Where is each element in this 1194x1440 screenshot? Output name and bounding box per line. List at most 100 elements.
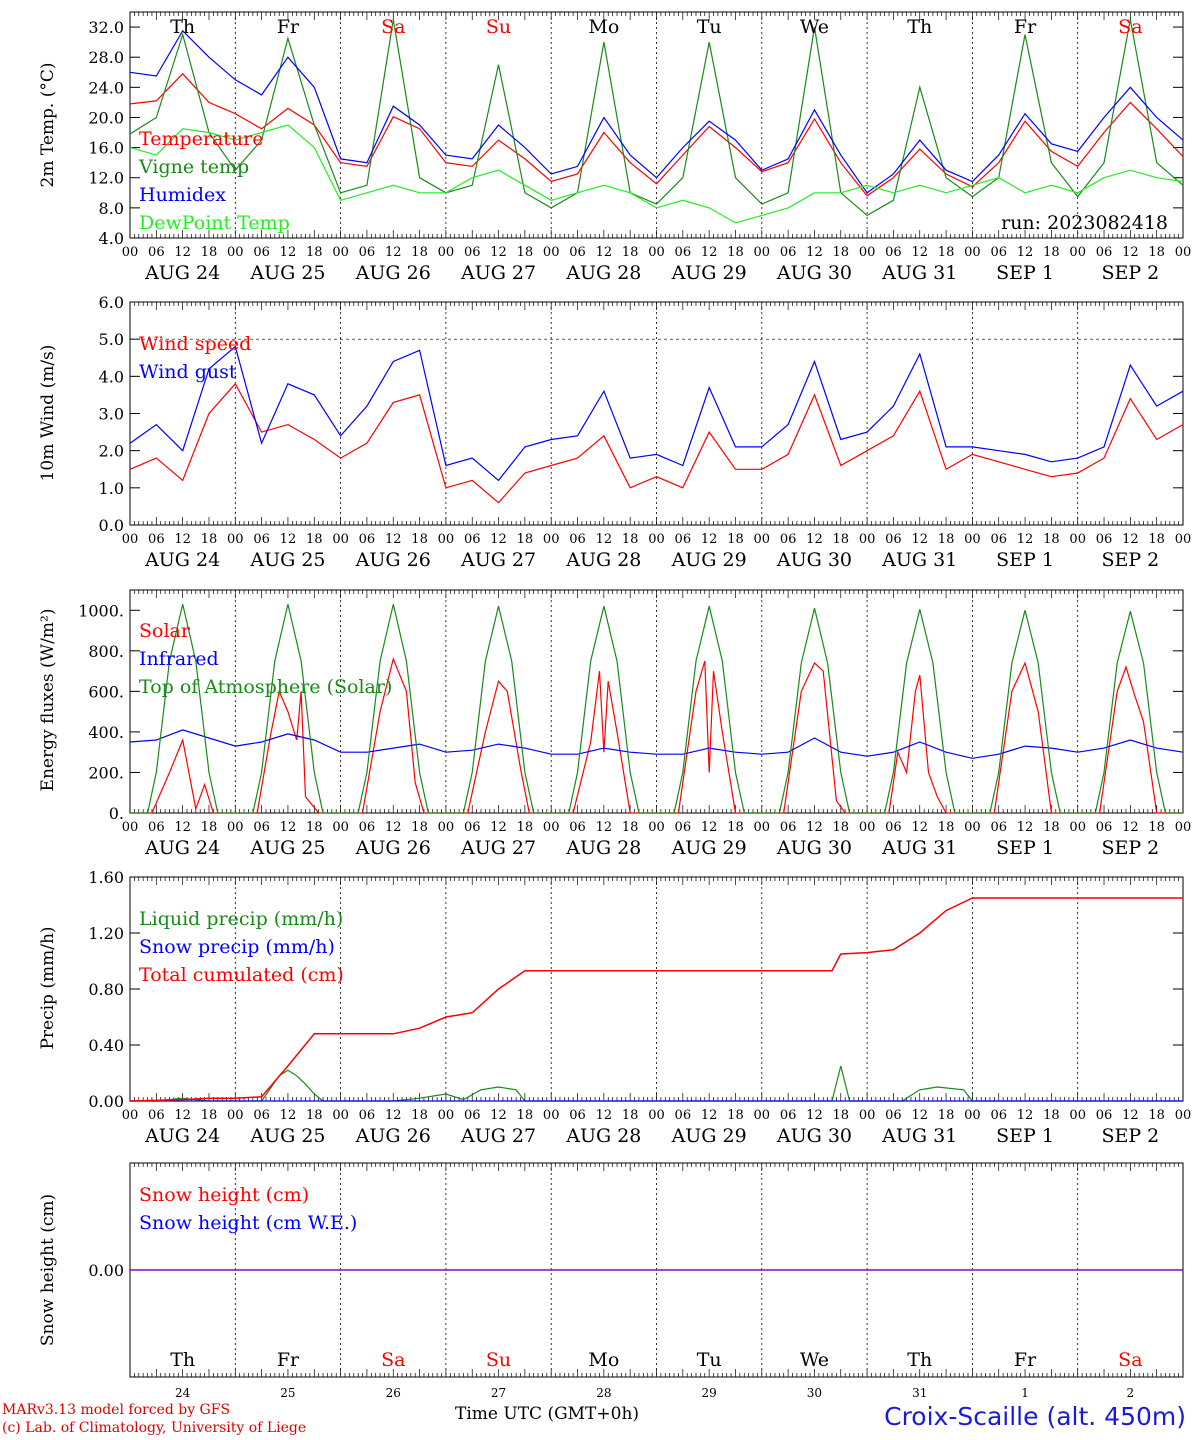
day-of-week-label: Sa xyxy=(381,1349,405,1371)
series-line-wind-gust xyxy=(129,345,1184,482)
legend-snow-precip-mm-h-: Snow precip (mm/h) xyxy=(139,936,335,958)
hour-tick-label: 12 xyxy=(911,532,928,547)
hour-tick-label: 18 xyxy=(833,532,850,547)
day-of-month-label: 2 xyxy=(1127,1386,1135,1400)
hour-tick-label: 06 xyxy=(780,245,797,260)
date-label: AUG 30 xyxy=(776,549,852,571)
hour-tick-label: 18 xyxy=(833,1108,850,1123)
hour-tick-label: 18 xyxy=(938,1108,955,1123)
date-label: AUG 25 xyxy=(249,1125,325,1147)
date-label: AUG 29 xyxy=(671,1125,747,1147)
hour-tick-label: 00 xyxy=(648,245,665,260)
hour-tick-label: 18 xyxy=(938,245,955,260)
day-of-month-label: 30 xyxy=(807,1386,822,1400)
hour-tick-label: 18 xyxy=(411,820,428,835)
y-tick-label: 1.0 xyxy=(99,479,124,498)
day-of-week-label: Su xyxy=(486,1349,511,1371)
hour-tick-label: 00 xyxy=(122,532,139,547)
y-tick-label: 8.0 xyxy=(99,199,124,218)
hour-tick-label: 12 xyxy=(280,1108,297,1123)
hour-tick-label: 18 xyxy=(306,245,323,260)
hour-tick-label: 00 xyxy=(227,1108,244,1123)
legend-dewpoint-temp: DewPoint Temp xyxy=(139,212,290,234)
hour-tick-label: 00 xyxy=(543,820,560,835)
hour-tick-label: 18 xyxy=(1148,245,1165,260)
y-tick-label: 0.0 xyxy=(99,516,124,535)
hour-tick-label: 18 xyxy=(727,820,744,835)
hour-tick-label: 00 xyxy=(859,245,876,260)
day-of-week-label: Fr xyxy=(277,1349,300,1371)
y-tick-label: 800. xyxy=(88,642,124,661)
hour-tick-label: 06 xyxy=(1096,820,1113,835)
hour-tick-label: 06 xyxy=(990,245,1007,260)
hour-tick-label: 00 xyxy=(332,245,349,260)
hour-tick-label: 06 xyxy=(148,245,165,260)
hour-tick-label: 12 xyxy=(596,820,613,835)
hour-tick-label: 06 xyxy=(253,532,270,547)
y-axis-label: Energy fluxes (W/m²) xyxy=(38,609,58,792)
hour-tick-label: 12 xyxy=(701,245,718,260)
hour-tick-label: 12 xyxy=(596,532,613,547)
date-label: AUG 28 xyxy=(565,837,641,859)
day-of-month-label: 27 xyxy=(491,1386,506,1400)
hour-tick-label: 18 xyxy=(517,820,534,835)
date-label: AUG 30 xyxy=(776,837,852,859)
hour-tick-label: 00 xyxy=(1175,1108,1192,1123)
hour-tick-label: 12 xyxy=(1122,1108,1139,1123)
time-axis-label: Time UTC (GMT+0h) xyxy=(455,1404,640,1424)
hour-tick-label: 18 xyxy=(517,532,534,547)
hour-tick-label: 06 xyxy=(885,532,902,547)
hour-tick-label: 00 xyxy=(543,1108,560,1123)
hour-tick-label: 00 xyxy=(754,245,771,260)
date-label: AUG 31 xyxy=(881,837,957,859)
hour-tick-label: 00 xyxy=(859,1108,876,1123)
day-of-week-label: Su xyxy=(486,16,511,38)
day-of-week-label: Sa xyxy=(1118,16,1142,38)
hour-tick-label: 18 xyxy=(622,532,639,547)
legend-snow-height-cm-: Snow height (cm) xyxy=(139,1184,309,1206)
hour-tick-label: 12 xyxy=(490,532,507,547)
hour-tick-label: 00 xyxy=(964,820,981,835)
hour-tick-label: 00 xyxy=(1175,820,1192,835)
hour-tick-label: 12 xyxy=(1122,820,1139,835)
hour-tick-label: 12 xyxy=(701,1108,718,1123)
hour-tick-label: 18 xyxy=(1043,820,1060,835)
hour-tick-label: 00 xyxy=(859,820,876,835)
hour-tick-label: 18 xyxy=(622,820,639,835)
hour-tick-label: 06 xyxy=(675,820,692,835)
series-line-humidex xyxy=(129,29,1184,194)
run-label: run: 2023082418 xyxy=(1001,212,1168,234)
date-label: SEP 1 xyxy=(996,262,1054,284)
series-line-wind-speed xyxy=(129,382,1184,504)
date-label: AUG 25 xyxy=(249,549,325,571)
y-axis-label: 2m Temp. (°C) xyxy=(38,62,58,187)
hour-tick-label: 00 xyxy=(543,532,560,547)
legend-snow-height-cm-w-e-: Snow height (cm W.E.) xyxy=(139,1212,357,1234)
series-line-vigne-temp xyxy=(129,19,1184,217)
hour-tick-label: 00 xyxy=(122,1108,139,1123)
hour-tick-label: 00 xyxy=(964,532,981,547)
y-tick-label: 600. xyxy=(88,682,124,701)
day-of-month-label: 31 xyxy=(912,1386,927,1400)
hour-tick-label: 06 xyxy=(885,245,902,260)
y-tick-label: 4.0 xyxy=(99,229,124,248)
hour-tick-label: 06 xyxy=(1096,1108,1113,1123)
date-label: SEP 2 xyxy=(1101,262,1159,284)
date-label: AUG 29 xyxy=(671,837,747,859)
hour-tick-label: 06 xyxy=(990,1108,1007,1123)
hour-tick-label: 12 xyxy=(806,1108,823,1123)
hour-tick-label: 06 xyxy=(359,245,376,260)
hour-tick-label: 06 xyxy=(253,820,270,835)
hour-tick-label: 00 xyxy=(648,1108,665,1123)
hour-tick-label: 12 xyxy=(1017,1108,1034,1123)
date-label: SEP 1 xyxy=(996,837,1054,859)
date-label: AUG 27 xyxy=(460,837,536,859)
hour-tick-label: 06 xyxy=(148,532,165,547)
y-tick-label: 5.0 xyxy=(99,330,124,349)
date-label: SEP 1 xyxy=(996,1125,1054,1147)
date-label: AUG 30 xyxy=(776,1125,852,1147)
date-label: AUG 30 xyxy=(776,262,852,284)
hour-tick-label: 18 xyxy=(727,245,744,260)
hour-tick-label: 06 xyxy=(1096,245,1113,260)
hour-tick-label: 12 xyxy=(1122,245,1139,260)
